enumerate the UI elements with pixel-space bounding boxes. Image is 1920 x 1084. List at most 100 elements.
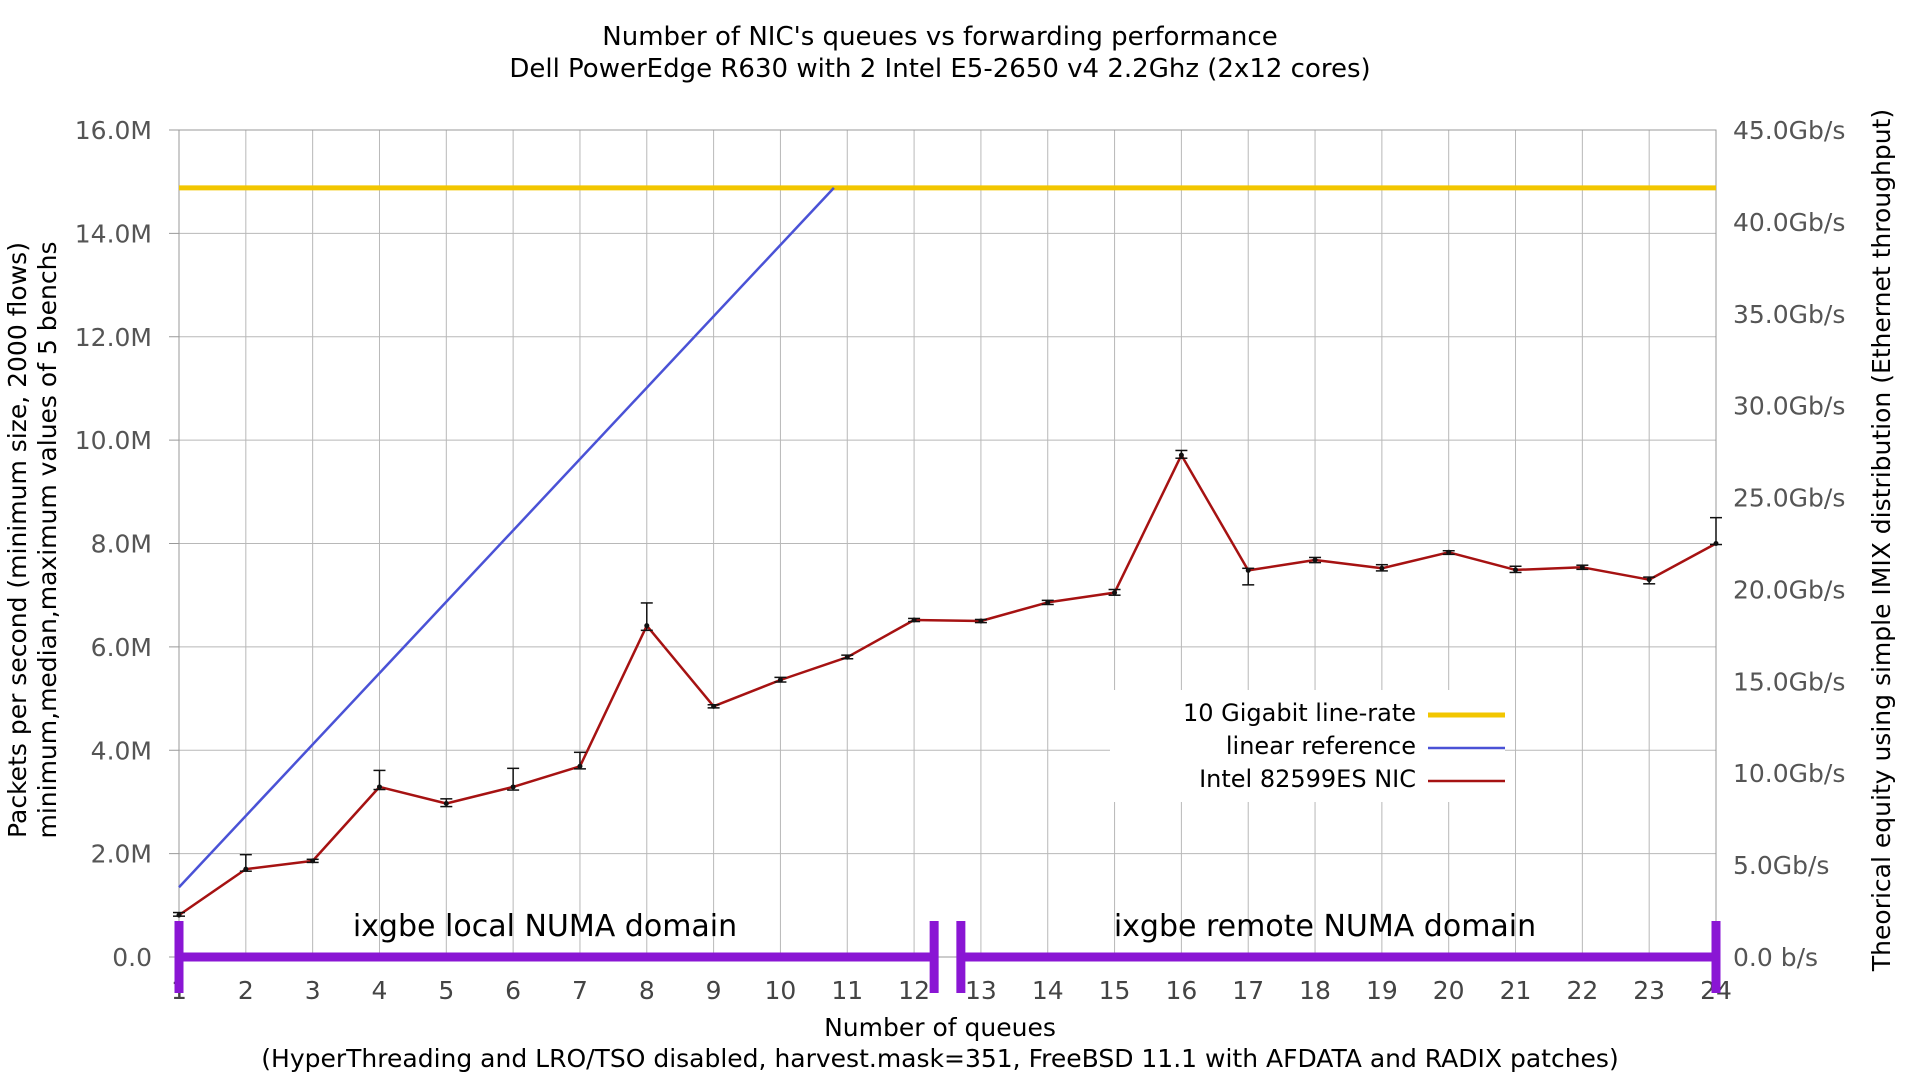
y2-tick-label: 40.0Gb/s [1733,208,1845,237]
x-tick-label: 12 [898,976,930,1005]
error-bar [573,751,586,770]
error-bar [173,911,185,918]
y2-tick-label: 20.0Gb/s [1733,575,1845,604]
error-bar [440,798,453,808]
data-point [577,763,583,769]
x-tick-label: 13 [965,976,997,1005]
y-axis-title: Packets per second (minimum size, 2000 f… [3,242,32,838]
data-point [777,677,783,683]
legend-label-intel-nic: Intel 82599ES NIC [1199,765,1416,793]
grid [169,129,1717,958]
data-point [911,617,917,623]
error-bar [507,767,520,791]
y-axis-ticks: 0.0 2.0M 4.0M 6.0M 8.0M 10.0M 12.0M 14.0M 16.0M [75,116,152,972]
data-point [510,784,516,790]
x-axis-title: Number of queues [824,1013,1056,1042]
data-point [978,618,984,624]
x-tick-label: 5 [438,976,454,1005]
data-point [711,703,717,709]
data-point [1713,541,1719,546]
data-point [310,858,316,864]
error-bar [239,853,252,872]
x-tick-label: 19 [1366,976,1398,1005]
error-bar [1309,556,1322,564]
data-point [376,784,382,790]
y-tick-label: 6.0M [91,633,152,662]
error-bar [1175,449,1188,459]
y-tick-label: 4.0M [91,736,152,765]
data-point [1579,564,1585,570]
legend-background [1110,690,1505,802]
x-tick-label: 16 [1165,976,1197,1005]
error-bar [1041,599,1054,606]
x-tick-label: 14 [1032,976,1064,1005]
error-bar [1643,576,1656,585]
x-tick-label: 7 [572,976,588,1005]
data-point [1112,590,1118,596]
y-tick-label: 10.0M [75,426,152,455]
x-tick-label: 17 [1232,976,1264,1005]
legend: 10 Gigabit line-rate linear reference In… [1110,690,1505,802]
error-bar [1242,567,1255,586]
data-point [1045,599,1051,605]
x-tick-label: 3 [305,976,321,1005]
error-bar [1509,565,1522,574]
data-point [1245,567,1251,573]
data-point [176,912,182,918]
data-point [1513,567,1519,573]
y-axis-subtitle: minimum,median,maximum values of 5 bench… [33,241,62,838]
x-tick-label: 21 [1500,976,1532,1005]
y2-tick-label: 25.0Gb/s [1733,484,1845,513]
y2-tick-label: 30.0Gb/s [1733,392,1845,421]
y-tick-label: 0.0 [112,943,152,972]
y-tick-label: 16.0M [75,116,152,145]
y2-tick-label: 0.0 b/s [1733,943,1818,972]
legend-label-linear-reference: linear reference [1226,732,1416,760]
error-bar [974,618,987,624]
series-layer [173,185,1722,918]
x-tick-label: 4 [372,976,388,1005]
numa-remote-label: ixgbe remote NUMA domain [1114,909,1536,944]
x-tick-label: 23 [1633,976,1665,1005]
y2-tick-label: 5.0Gb/s [1733,851,1829,880]
y2-tick-label: 35.0Gb/s [1733,300,1845,329]
error-bar [841,654,854,660]
y2-tick-label: 10.0Gb/s [1733,759,1845,788]
data-point [1379,565,1385,571]
error-bar [908,617,921,623]
y-tick-label: 8.0M [91,530,152,559]
series-linear-reference [178,187,835,889]
x-tick-label: 10 [765,976,797,1005]
data-point [443,800,449,806]
data-point [1646,577,1652,583]
x-tick-label: 2 [238,976,254,1005]
error-bar [707,703,720,709]
data-point [644,623,650,629]
series-intel-nic [178,453,1717,917]
y-tick-label: 14.0M [75,219,152,248]
y2-tick-label: 15.0Gb/s [1733,667,1845,696]
x-axis-ticks: 123456789101112131415161718192021222324 [171,976,1732,1005]
y-tick-label: 12.0M [75,323,152,352]
x-tick-label: 9 [706,976,722,1005]
x-tick-label: 15 [1099,976,1131,1005]
y-tick-label: 2.0M [91,840,152,869]
y2-tick-label: 45.0Gb/s [1733,116,1845,145]
data-point [1312,557,1318,563]
numa-domain-markers [174,921,1721,993]
x-axis-subtitle: (HyperThreading and LRO/TSO disabled, ha… [261,1044,1618,1073]
error-bar [373,769,386,791]
error-bar [774,676,787,683]
error-bar [1576,564,1589,571]
x-tick-label: 22 [1566,976,1598,1005]
x-tick-label: 18 [1299,976,1331,1005]
chart-subtitle: Dell PowerEdge R630 with 2 Intel E5-2650… [509,54,1370,84]
data-point [1446,549,1452,555]
error-bar [1710,516,1722,546]
x-tick-label: 6 [505,976,521,1005]
error-bar [1442,549,1455,556]
error-bar [640,602,653,632]
numa-local-label: ixgbe local NUMA domain [353,909,737,944]
